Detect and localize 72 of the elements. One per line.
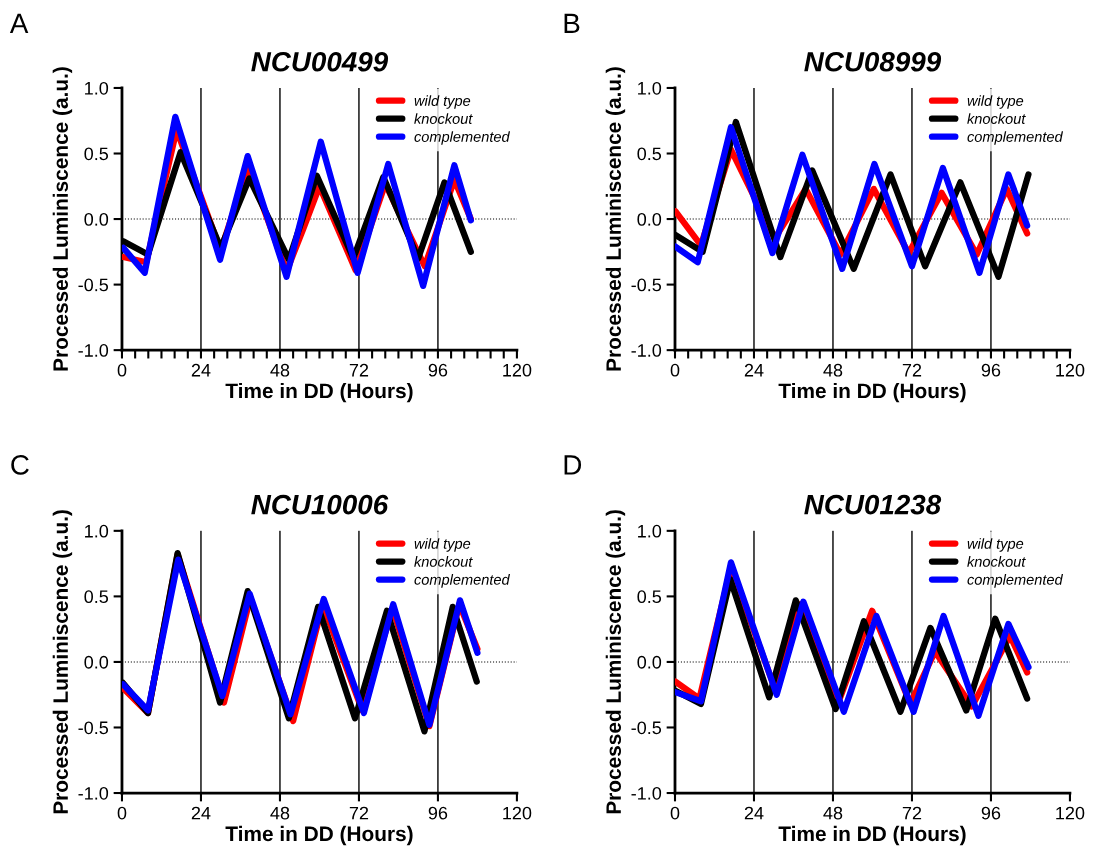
x-axis-title: Time in DD (Hours) (225, 382, 413, 403)
x-tick-label: 96 (428, 806, 448, 820)
y-tick-label: 1.0 (638, 81, 662, 95)
legend-label: wild type (414, 538, 471, 552)
chart-title: NCU01238 (804, 494, 942, 515)
text: D (564, 455, 582, 475)
y-tick-label: -0.5 (631, 278, 662, 292)
x-tick-label: 0 (117, 806, 127, 820)
legend-label: complemented (414, 131, 511, 145)
text: C (11, 455, 29, 475)
y-tick-label: -0.5 (78, 721, 109, 735)
x-tick-label: 120 (1056, 806, 1085, 820)
x-tick-label: 96 (981, 806, 1001, 820)
chart-title: NCU10006 (251, 494, 389, 515)
x-tick-label: 24 (744, 363, 764, 377)
x-tick-label: 96 (428, 363, 448, 377)
text: A (9, 13, 29, 33)
chart-title: NCU08999 (804, 51, 942, 72)
x-tick-label: 48 (270, 806, 290, 820)
y-tick-label: -1.0 (78, 344, 109, 357)
y-tick-label: -0.5 (78, 278, 109, 292)
x-tick-label: 24 (744, 806, 764, 820)
x-axis-title: Time in DD (Hours) (778, 382, 966, 403)
y-tick-label: 0.5 (637, 147, 662, 161)
x-tick-label: 24 (191, 363, 211, 377)
legend-label: knockout (414, 113, 473, 124)
x-tick-label: 72 (902, 806, 922, 820)
x-axis-title: Time in DD (Hours) (225, 825, 413, 846)
y-tick-label: 0.5 (637, 590, 662, 604)
y-tick-label: 0.0 (84, 655, 109, 669)
y-tick-label: -1.0 (631, 344, 662, 357)
legend-label: wild type (414, 95, 471, 109)
x-tick-label: 120 (503, 363, 532, 377)
x-tick-label: 72 (902, 363, 922, 377)
y-tick-label: 0.5 (84, 590, 109, 604)
x-tick-label: 0 (117, 363, 127, 377)
x-tick-label: 120 (1056, 363, 1085, 377)
y-tick-label: 0.0 (637, 212, 662, 226)
y-tick-label: -1.0 (78, 786, 109, 800)
y-tick-label: 0.0 (84, 212, 109, 226)
legend-label: wild type (967, 538, 1024, 552)
legend-label: complemented (967, 574, 1064, 588)
legend-label: wild type (967, 95, 1024, 109)
y-tick-label: 1.0 (85, 81, 109, 95)
legend-label: complemented (414, 574, 511, 588)
chart-title: NCU00499 (251, 51, 389, 72)
legend-label: complemented (967, 131, 1064, 145)
legend-label: knockout (967, 113, 1026, 124)
y-tick-label: 1.0 (638, 524, 662, 538)
x-tick-label: 48 (823, 363, 843, 377)
x-tick-label: 120 (503, 806, 532, 820)
x-tick-label: 48 (270, 363, 290, 377)
x-tick-label: 96 (981, 363, 1001, 377)
x-tick-label: 0 (670, 806, 680, 820)
y-axis-title: Processed Luminiscence (a.u.) (605, 67, 626, 371)
y-tick-label: 0.0 (637, 655, 662, 669)
y-tick-label: 0.5 (84, 147, 109, 161)
legend-label: knockout (414, 556, 473, 567)
x-tick-label: 72 (349, 363, 369, 377)
x-tick-label: 24 (191, 806, 211, 820)
y-axis-title: Processed Luminiscence (a.u.) (52, 510, 73, 814)
x-tick-label: 48 (823, 806, 843, 820)
y-axis-title: Processed Luminiscence (a.u.) (605, 510, 626, 814)
x-tick-label: 72 (349, 806, 369, 820)
y-tick-label: 1.0 (85, 524, 109, 538)
text: B (564, 13, 580, 33)
y-tick-label: -1.0 (631, 786, 662, 800)
y-axis-title: Processed Luminiscence (a.u.) (52, 67, 73, 371)
x-axis-title: Time in DD (Hours) (778, 825, 966, 846)
legend-label: knockout (967, 556, 1026, 567)
y-tick-label: -0.5 (631, 721, 662, 735)
x-tick-label: 0 (670, 363, 680, 377)
